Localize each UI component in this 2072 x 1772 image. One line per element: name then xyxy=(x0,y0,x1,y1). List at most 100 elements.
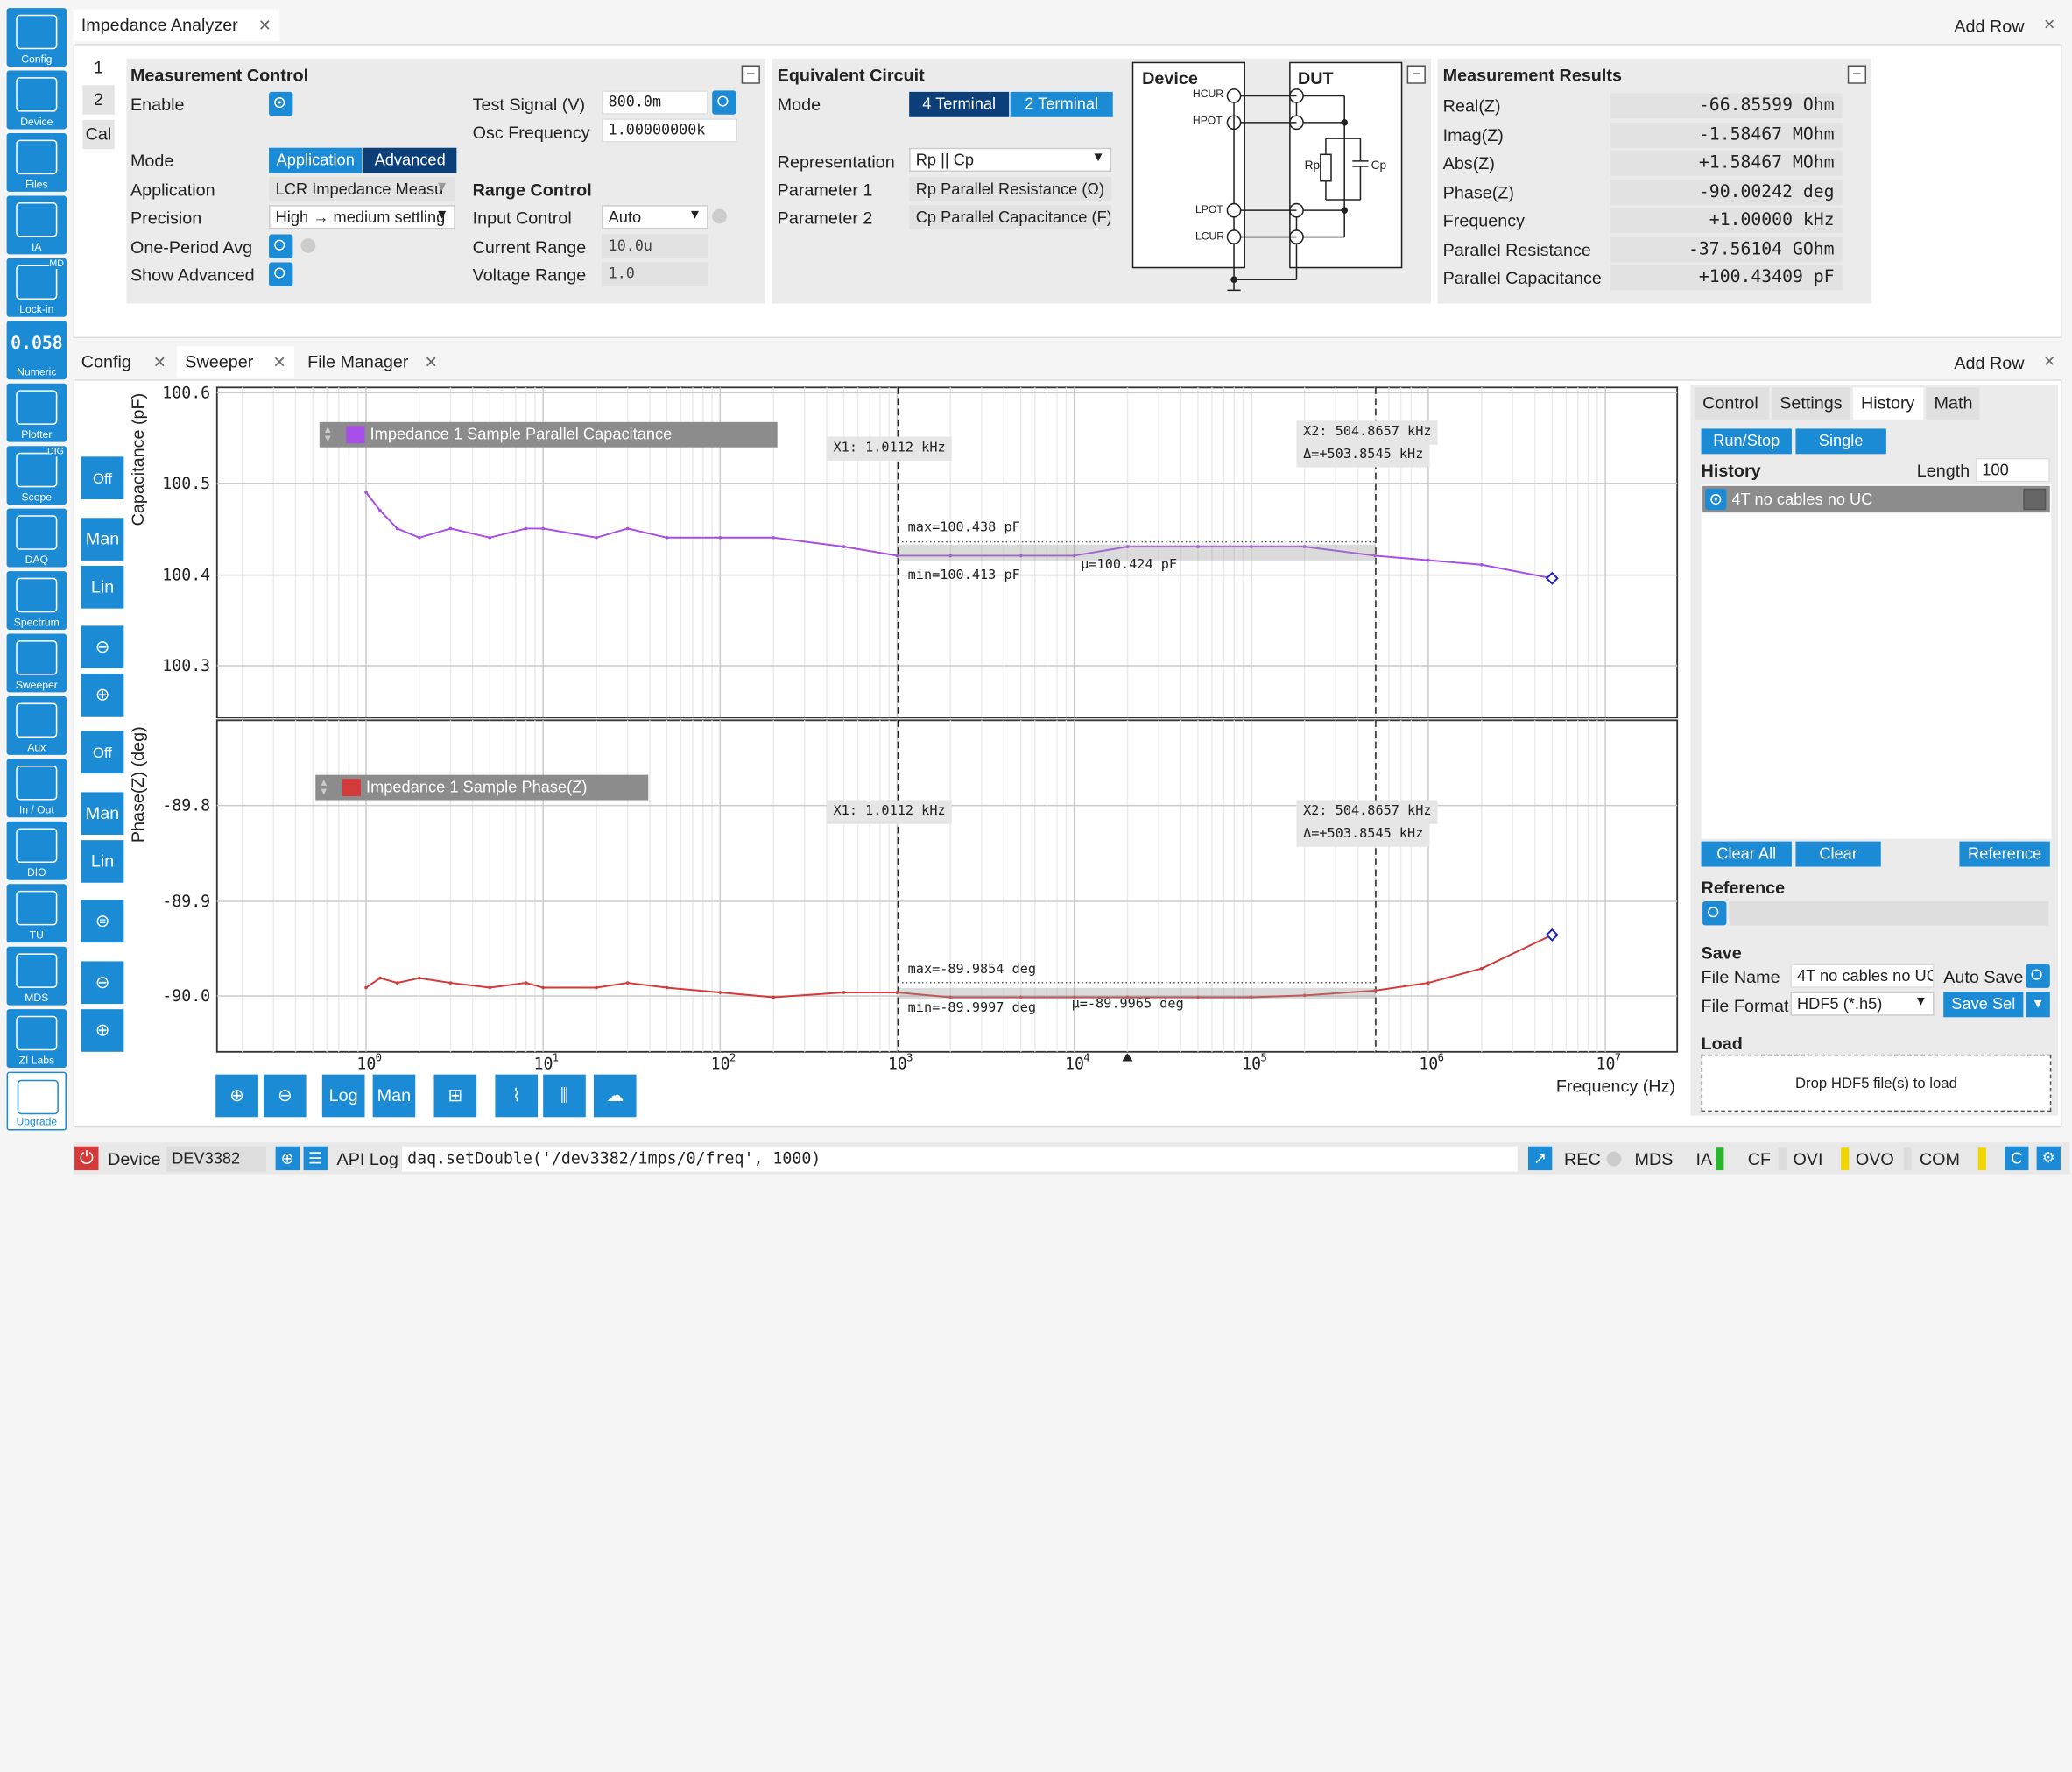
history-entry-toggle[interactable] xyxy=(1705,488,1727,511)
sidebar-item-aux[interactable]: Aux xyxy=(6,695,67,755)
add-row-button[interactable]: Add Row xyxy=(1954,16,2025,37)
mode-4-terminal-button[interactable]: 4 Terminal xyxy=(909,91,1010,117)
side-tab-cal[interactable]: Cal xyxy=(82,119,115,150)
collapse-button[interactable]: – xyxy=(1406,65,1426,84)
menu-icon[interactable]: ☰ xyxy=(303,1146,328,1171)
clear-all-button[interactable]: Clear All xyxy=(1701,841,1792,867)
close-icon[interactable]: ✕ xyxy=(152,352,166,372)
tab-sweeper[interactable]: Sweeper ✕ xyxy=(177,346,294,378)
y-autoscale-off-button[interactable]: Off xyxy=(81,456,124,499)
sidebar-item-in-out[interactable]: In / Out xyxy=(6,759,67,818)
y-autoscale-off-button[interactable]: Off xyxy=(81,731,124,774)
sidebar-item-files[interactable]: Files xyxy=(6,133,67,192)
history-entry-color[interactable] xyxy=(2023,488,2047,511)
zoom-out-icon[interactable]: ⊖ xyxy=(81,961,124,1005)
auto-save-toggle[interactable] xyxy=(2026,964,2050,988)
one-period-toggle[interactable] xyxy=(269,234,293,258)
close-icon[interactable]: ✕ xyxy=(424,352,439,372)
cursor-icon[interactable]: ⌇ xyxy=(495,1074,539,1118)
device-id-field[interactable]: DEV3382 xyxy=(166,1146,266,1172)
sidebar-item-device[interactable]: Device xyxy=(6,70,67,130)
cloud-icon[interactable]: ☁ xyxy=(593,1074,637,1118)
y-manual-button[interactable]: Man xyxy=(81,792,124,836)
osc-frequency-input[interactable]: 1.00000000k xyxy=(602,118,738,143)
marker-arrow-icon[interactable] xyxy=(1122,1053,1133,1062)
single-button[interactable]: Single xyxy=(1795,428,1886,455)
representation-select[interactable]: Rp || Cp ▼ xyxy=(909,147,1112,173)
save-sel-button[interactable]: Save Sel xyxy=(1943,992,2024,1018)
collapse-button[interactable]: – xyxy=(741,65,760,84)
sidebar-item-mds[interactable]: MDS xyxy=(6,946,67,1006)
current-range-field[interactable]: 10.0u xyxy=(602,234,708,258)
parameter-1-field[interactable]: Rp Parallel Resistance (Ω) xyxy=(909,177,1112,201)
input-control-select[interactable]: Auto ▼ xyxy=(602,205,708,229)
y-manual-button[interactable]: Man xyxy=(81,518,124,561)
side-tab-1[interactable]: 1 xyxy=(82,53,115,83)
zoom-out-icon[interactable]: ⊖ xyxy=(81,625,124,669)
application-select[interactable]: LCR Impedance Measu ▼ xyxy=(269,177,455,201)
save-dropdown-button[interactable]: ▼ xyxy=(2026,992,2050,1018)
tab-file-manager[interactable]: File Manager ✕ xyxy=(300,346,446,378)
run-stop-button[interactable]: Run/Stop xyxy=(1701,428,1792,455)
zoom-fit-icon[interactable]: ⊜ xyxy=(81,900,124,943)
sidebar-item-spectrum[interactable]: Spectrum xyxy=(6,571,67,630)
history-entry[interactable]: 4T no cables no UC xyxy=(1702,485,2050,513)
precision-select[interactable]: High → medium settling ▼ xyxy=(269,205,455,229)
mode-advanced-button[interactable]: Advanced xyxy=(363,147,457,173)
legend-phase[interactable]: ▴ ▾ Impedance 1 Sample Phase(Z) xyxy=(315,774,649,801)
zoom-in-icon[interactable]: ⊕ xyxy=(81,674,124,717)
tab-math[interactable]: Math xyxy=(1926,387,1980,420)
close-icon[interactable]: ✕ xyxy=(2043,354,2056,371)
mode-application-button[interactable]: Application xyxy=(269,147,363,173)
external-link-icon[interactable]: ↗ xyxy=(1527,1146,1553,1171)
c-button[interactable]: C xyxy=(2005,1146,2029,1171)
reference-field[interactable] xyxy=(1729,901,2049,926)
show-advanced-toggle[interactable] xyxy=(269,262,293,286)
sidebar-item-upgrade[interactable]: Upgrade xyxy=(6,1071,67,1131)
tab-settings[interactable]: Settings xyxy=(1772,387,1850,420)
math-icon[interactable]: ⫼ xyxy=(543,1074,586,1118)
voltage-range-field[interactable]: 1.0 xyxy=(602,262,708,286)
parameter-2-field[interactable]: Cp Parallel Capacitance (F) xyxy=(909,205,1112,229)
test-signal-toggle[interactable] xyxy=(712,90,736,115)
history-list[interactable] xyxy=(1701,484,2052,839)
sidebar-item-lock-in[interactable]: MD Lock-in xyxy=(6,258,67,317)
reference-button[interactable]: Reference xyxy=(1959,841,2050,867)
sidebar-item-numeric[interactable]: 0.058 Numeric xyxy=(6,321,67,380)
sidebar-item-tu[interactable]: TU xyxy=(6,884,67,943)
drop-zone[interactable]: Drop HDF5 file(s) to load xyxy=(1701,1054,2052,1112)
add-row-button[interactable]: Add Row xyxy=(1954,352,2025,373)
sidebar-item-sweeper[interactable]: Sweeper xyxy=(6,633,67,693)
clear-button[interactable]: Clear xyxy=(1795,841,1881,867)
tab-impedance-analyzer[interactable]: Impedance Analyzer ✕ xyxy=(73,9,280,42)
y-linear-button[interactable]: Lin xyxy=(81,840,124,883)
power-icon[interactable]: ⏻ xyxy=(74,1146,99,1171)
enable-toggle[interactable] xyxy=(269,91,293,116)
zoom-in-icon[interactable]: ⊕ xyxy=(215,1074,258,1118)
target-icon[interactable]: ⊕ xyxy=(275,1146,300,1171)
tab-config[interactable]: Config ✕ xyxy=(74,346,175,378)
close-icon[interactable]: ✕ xyxy=(257,16,272,35)
file-format-select[interactable]: HDF5 (*.h5) ▼ xyxy=(1790,992,1935,1016)
sidebar-item-dio[interactable]: DIO xyxy=(6,821,67,880)
zoom-out-icon[interactable]: ⊖ xyxy=(263,1074,307,1118)
sidebar-item-scope[interactable]: DIG Scope xyxy=(6,446,67,505)
grid-icon[interactable]: ⊞ xyxy=(433,1074,477,1118)
legend-capacitance[interactable]: ▴ ▾ Impedance 1 Sample Parallel Capacitanc… xyxy=(319,421,778,448)
close-icon[interactable]: ✕ xyxy=(2043,17,2056,33)
close-icon[interactable]: ✕ xyxy=(272,352,286,372)
x-log-button[interactable]: Log xyxy=(321,1074,365,1118)
settings-icon[interactable]: ⚙ xyxy=(2036,1146,2061,1171)
tab-history[interactable]: History xyxy=(1852,387,1924,420)
x-manual-button[interactable]: Man xyxy=(372,1074,416,1118)
zoom-in-icon[interactable]: ⊕ xyxy=(81,1009,124,1052)
sidebar-item-plotter[interactable]: Plotter xyxy=(6,383,67,442)
file-name-input[interactable]: 4T no cables no UC xyxy=(1790,964,1935,988)
sidebar-item-daq[interactable]: DAQ xyxy=(6,508,67,568)
sidebar-item-config[interactable]: Config xyxy=(6,8,67,67)
test-signal-input[interactable]: 800.0m xyxy=(602,90,708,115)
reference-toggle[interactable] xyxy=(1702,901,1727,926)
tab-control[interactable]: Control xyxy=(1694,387,1770,420)
mode-2-terminal-button[interactable]: 2 Terminal xyxy=(1010,91,1113,117)
y-linear-button[interactable]: Lin xyxy=(81,566,124,609)
